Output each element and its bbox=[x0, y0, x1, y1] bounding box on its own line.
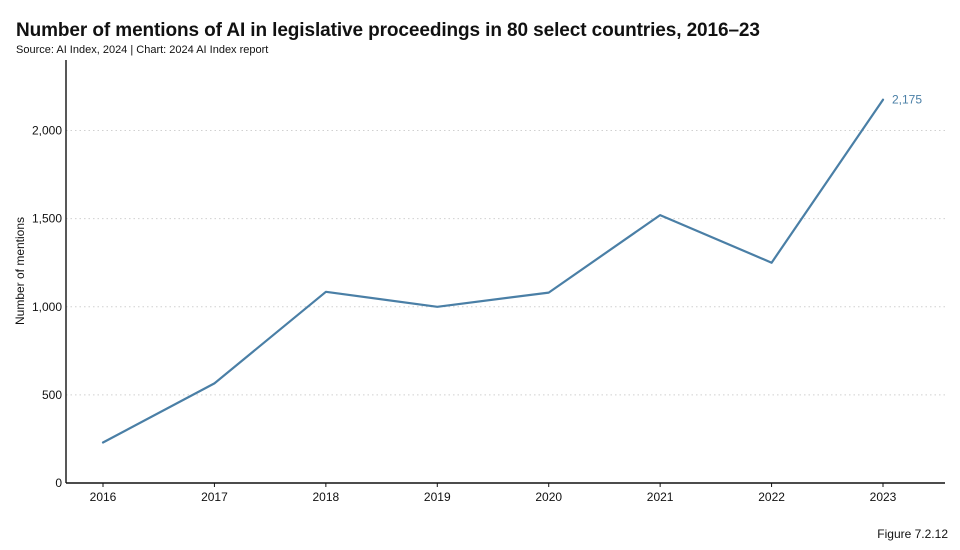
y-tick-label: 1,000 bbox=[32, 300, 62, 314]
y-tick-label: 1,500 bbox=[32, 212, 62, 226]
series bbox=[101, 98, 885, 444]
data-label: 2,175 bbox=[892, 93, 922, 107]
data-labels: 2,175 bbox=[892, 93, 922, 107]
figure-number: Figure 7.2.12 bbox=[877, 527, 948, 541]
chart-subtitle: Source: AI Index, 2024 | Chart: 2024 AI … bbox=[16, 44, 269, 56]
x-tick-label: 2023 bbox=[870, 490, 897, 504]
x-tick-label: 2018 bbox=[313, 490, 340, 504]
x-tick-labels: 2016 2017 2018 2019 2020 2021 2022 2023 bbox=[90, 490, 897, 504]
x-tick-label: 2021 bbox=[647, 490, 674, 504]
chart-title: Number of mentions of AI in legislative … bbox=[16, 20, 760, 41]
y-tick-label: 500 bbox=[42, 388, 62, 402]
axes bbox=[65, 60, 945, 487]
y-tick-label: 2,000 bbox=[32, 124, 62, 138]
x-tick-label: 2020 bbox=[535, 490, 562, 504]
x-tick-label: 2019 bbox=[424, 490, 451, 504]
gridlines bbox=[66, 130, 945, 396]
x-tick-label: 2022 bbox=[758, 490, 785, 504]
x-tick-label: 2017 bbox=[201, 490, 228, 504]
y-tick-label: 0 bbox=[55, 476, 62, 490]
series-line bbox=[101, 98, 885, 444]
y-axis-label: Number of mentions bbox=[13, 217, 27, 325]
x-tick-label: 2016 bbox=[90, 490, 117, 504]
y-tick-labels: 0 500 1,000 1,500 2,000 bbox=[32, 124, 62, 491]
